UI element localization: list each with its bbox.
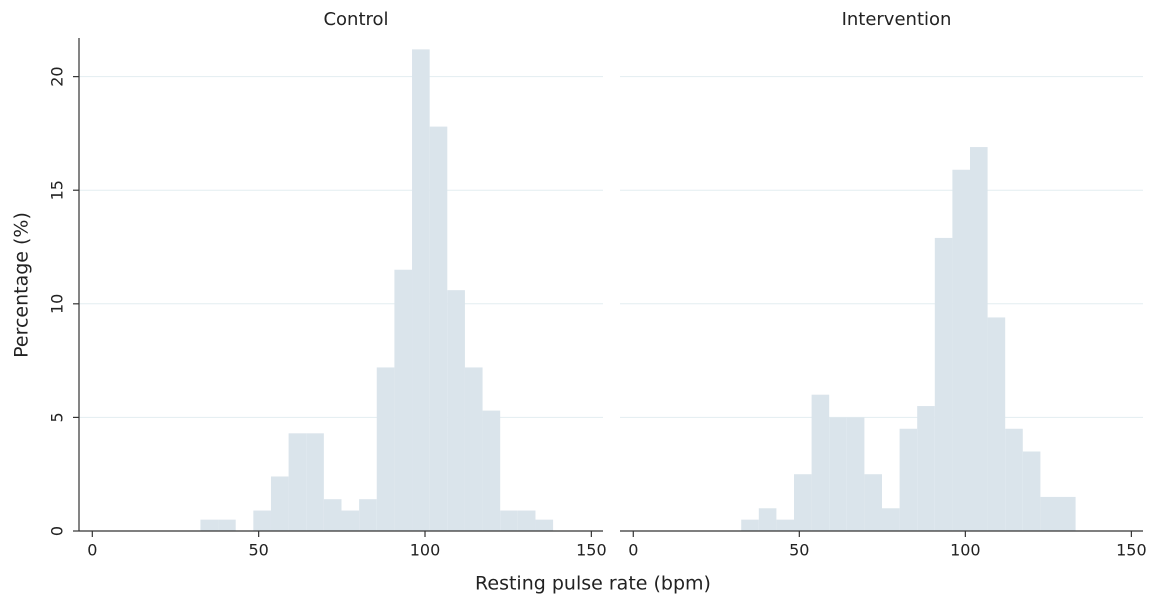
- x-tick-label: 0: [628, 541, 638, 560]
- bar: [881, 508, 900, 531]
- bar: [500, 510, 518, 531]
- bar: [917, 406, 935, 531]
- bar: [758, 508, 777, 531]
- bar: [1022, 451, 1041, 531]
- bar: [447, 290, 465, 531]
- bar: [517, 510, 536, 531]
- x-tick-label: 0: [87, 541, 97, 560]
- bar: [253, 510, 271, 531]
- bar: [535, 519, 554, 531]
- panel-title: Control: [323, 9, 388, 30]
- bar: [412, 49, 430, 532]
- x-tick-label: 50: [789, 541, 809, 560]
- bar: [776, 519, 795, 531]
- bar: [376, 367, 395, 531]
- bar: [952, 169, 970, 531]
- bar: [846, 417, 865, 531]
- x-tick-label: 50: [248, 541, 268, 560]
- bar: [288, 433, 307, 531]
- bar: [969, 147, 988, 531]
- x-tick-label: 150: [1116, 541, 1147, 560]
- bar: [864, 474, 882, 531]
- y-tick-label: 15: [48, 180, 67, 200]
- x-tick-label: 100: [950, 541, 981, 560]
- bar: [811, 394, 830, 531]
- y-axis-label: Percentage (%): [11, 212, 33, 358]
- bar: [1005, 428, 1023, 531]
- y-tick-label: 10: [48, 294, 67, 314]
- bar: [1040, 496, 1058, 531]
- bar: [934, 237, 953, 531]
- bar: [899, 428, 918, 531]
- bar: [987, 317, 1006, 531]
- bar: [394, 269, 413, 531]
- bar: [741, 519, 759, 531]
- bar: [464, 367, 483, 531]
- bar: [218, 519, 236, 531]
- y-tick-label: 20: [48, 66, 67, 86]
- bar: [429, 126, 448, 531]
- bar: [270, 476, 289, 531]
- x-tick-label: 100: [410, 541, 441, 560]
- bar: [323, 499, 342, 531]
- x-axis-label: Resting pulse rate (bpm): [475, 573, 711, 595]
- bar: [200, 519, 219, 531]
- bar: [482, 410, 501, 531]
- bar: [1057, 496, 1076, 531]
- panel-title: Intervention: [842, 9, 952, 30]
- x-tick-label: 150: [576, 541, 607, 560]
- y-tick-label: 0: [48, 526, 67, 536]
- bar: [829, 417, 847, 531]
- bar: [341, 510, 360, 531]
- bar: [359, 499, 377, 531]
- bar: [794, 474, 812, 531]
- y-tick-label: 5: [48, 412, 67, 422]
- bar: [306, 433, 324, 531]
